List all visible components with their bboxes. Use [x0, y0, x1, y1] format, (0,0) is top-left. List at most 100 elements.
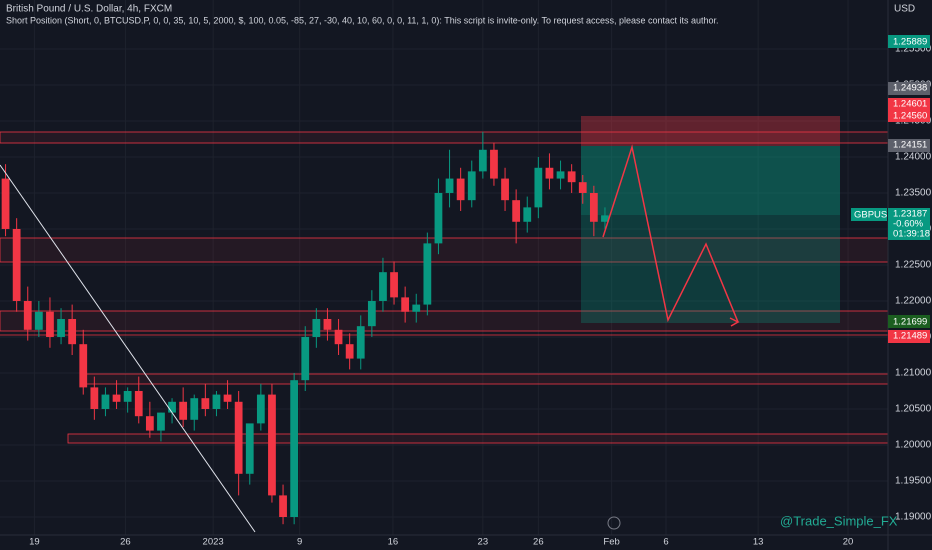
y-tick-label: 1.19500 — [895, 476, 932, 487]
price-badge: 1.24151 — [893, 140, 927, 151]
badge-bg — [851, 208, 887, 221]
watermark: @Trade_Simple_FX — [780, 513, 898, 528]
target-zone — [581, 146, 840, 215]
candle-body — [134, 390, 143, 417]
price-badge: 1.25889 — [893, 37, 927, 48]
x-tick-label: 2023 — [203, 537, 224, 548]
candle-body — [556, 171, 565, 179]
candles — [1, 131, 609, 525]
target-zone — [581, 215, 840, 323]
candle-body — [412, 304, 421, 312]
symbol-badge: GBPUSD — [854, 210, 894, 221]
candle-body — [478, 149, 487, 172]
y-tick-label: 1.20000 — [895, 440, 932, 451]
x-tick-label: 26 — [533, 537, 544, 548]
position-tool — [581, 116, 840, 323]
candle-body — [534, 167, 543, 208]
countdown: 01:39:18 — [893, 229, 930, 240]
candle-body — [312, 318, 321, 337]
price-badge: 1.24560 — [893, 111, 927, 122]
candle-body — [301, 336, 310, 381]
candle-body — [168, 401, 176, 413]
change-badge: -0.60% — [893, 219, 924, 230]
candle-body — [589, 192, 598, 222]
x-tick-label: 13 — [753, 537, 764, 548]
event-icon[interactable] — [607, 516, 621, 530]
candle-body — [234, 401, 243, 474]
candle-body — [34, 311, 43, 330]
y-tick-label: 1.20500 — [895, 404, 932, 415]
candle-body — [390, 272, 398, 298]
x-tick-label: 6 — [663, 537, 668, 548]
price-badges: 1.25889 1.24938 1.24601 1.24560 1.24151 … — [851, 35, 930, 343]
candle-body — [123, 390, 132, 402]
y-tick-label: 1.25500 — [895, 44, 932, 55]
stop-zone — [581, 116, 840, 146]
candle-body — [12, 228, 21, 301]
y-tick-label: 1.21000 — [895, 368, 932, 379]
candle-body — [179, 401, 188, 420]
price-badge: 1.21699 — [893, 317, 927, 328]
candle-body — [334, 329, 343, 345]
badge-bg — [888, 315, 930, 328]
price-badge: 1.23187 — [893, 209, 927, 220]
x-tick-label: 9 — [297, 537, 302, 548]
badge-bg — [888, 208, 930, 240]
projection — [602, 144, 739, 323]
candle-body — [356, 326, 365, 359]
candle-body — [157, 412, 165, 431]
x-tick-label: 26 — [120, 537, 131, 548]
candle-body — [68, 318, 77, 345]
x-tick-label: 19 — [29, 537, 40, 548]
price-badge: 1.24938 — [893, 83, 927, 94]
candle-body — [90, 387, 99, 409]
grid — [0, 0, 888, 535]
x-tick-label: 16 — [388, 537, 399, 548]
price-badge: 1.24601 — [893, 99, 927, 110]
y-tick-label: 1.22000 — [895, 296, 932, 307]
y-tick-label: 1.24000 — [895, 152, 932, 163]
candle-body — [323, 318, 332, 330]
candle-body — [379, 272, 387, 301]
candle-body — [445, 178, 454, 193]
candle-body — [145, 416, 154, 431]
candle-body — [434, 192, 443, 244]
candle-body — [501, 178, 509, 201]
badge-bg — [888, 98, 930, 122]
candle-body — [57, 318, 65, 337]
candle-body — [401, 297, 410, 312]
candle-body — [1, 178, 10, 229]
badge-bg — [888, 82, 930, 95]
candle-body — [46, 311, 54, 337]
x-tick-label: 23 — [478, 537, 489, 548]
y-tick-label: 1.22500 — [895, 260, 932, 271]
chart-title: British Pound / U.S. Dollar, 4h, FXCM — [6, 4, 172, 15]
candle-body — [545, 167, 554, 179]
candle-body — [290, 380, 299, 517]
badge-bg — [888, 330, 930, 343]
candle-body — [490, 149, 498, 179]
candle-body — [345, 344, 354, 359]
x-axis: 19 26 2023 9 16 23 26 Feb 6 13 20 — [29, 537, 853, 548]
candle-body — [467, 171, 476, 201]
badge-bg — [888, 139, 930, 152]
arrow-head — [729, 317, 740, 327]
candle-body — [23, 300, 32, 330]
candle-body — [523, 207, 532, 222]
candle-body — [79, 344, 88, 388]
candle-body — [212, 394, 221, 409]
candle-body — [256, 394, 265, 424]
y-tick-label: 1.19000 — [895, 512, 932, 523]
x-tick-label: 20 — [843, 537, 854, 548]
candle-body — [279, 495, 287, 517]
trend-line — [0, 164, 256, 533]
candle-body — [512, 200, 521, 222]
candle-body — [578, 182, 587, 193]
candle-body — [245, 423, 254, 474]
candle-body — [456, 178, 465, 201]
candle-body — [190, 398, 199, 420]
x-tick-label: Feb — [603, 537, 619, 548]
currency: USD — [894, 4, 915, 15]
